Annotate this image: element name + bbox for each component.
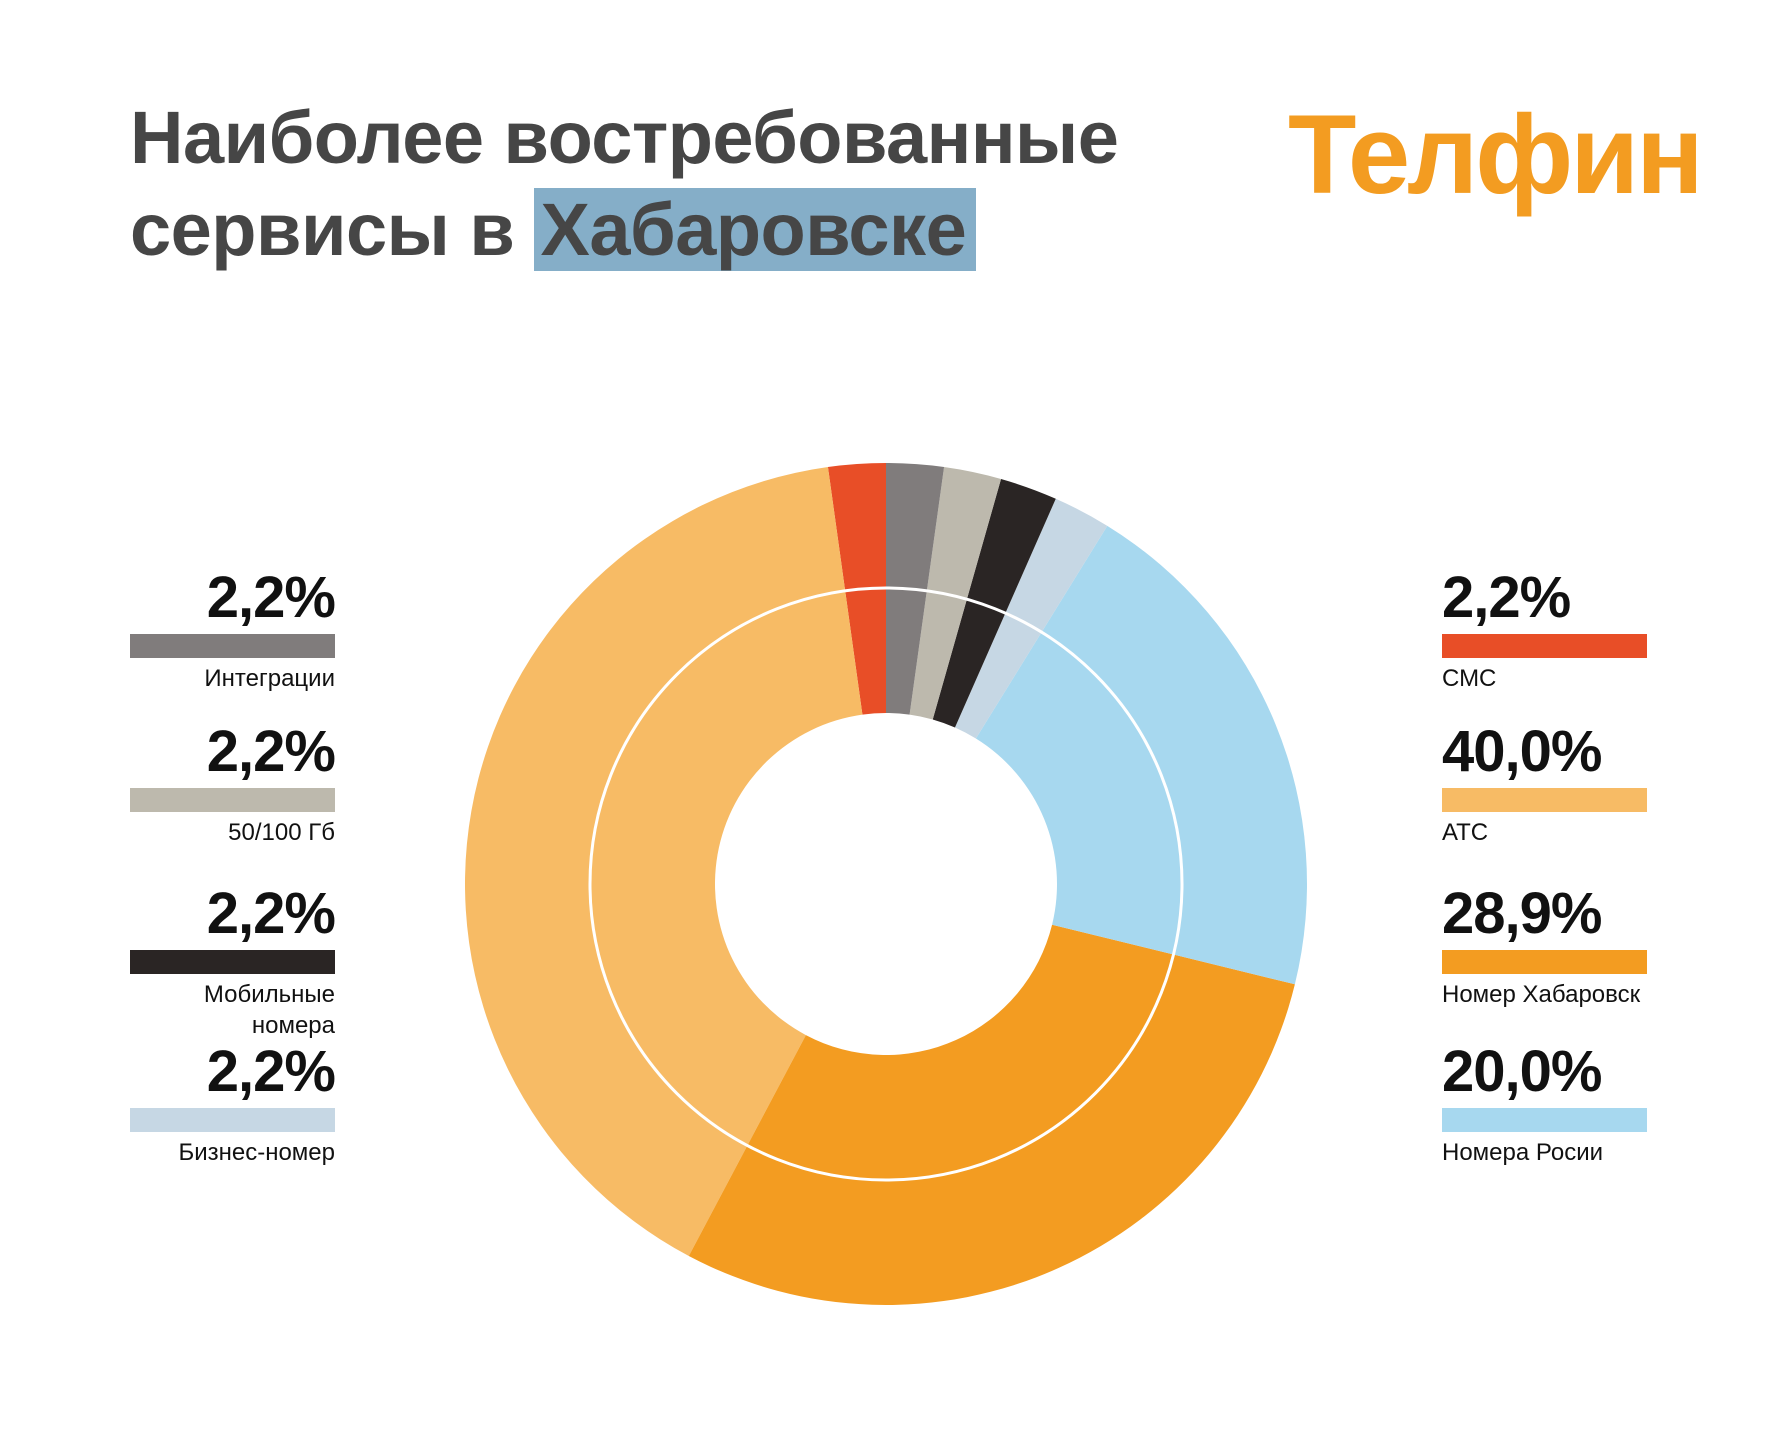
legend-value-sms: 2,2%	[1442, 565, 1571, 630]
legend-item-russia-numbers: 20,0% Номера Росии	[1442, 1042, 1647, 1168]
legend-value-storage: 2,2%	[206, 719, 336, 784]
legend-value-business-number: 2,2%	[206, 1039, 336, 1104]
legend-label-pbx: АТС	[1442, 819, 1489, 846]
legend-swatch-sms	[1442, 634, 1647, 658]
slice-4	[954, 498, 1108, 739]
legend-item-pbx: 40,0% АТС	[1442, 722, 1647, 848]
slice-6	[909, 467, 1002, 720]
legend-value-khabarovsk-number: 28,9%	[1442, 881, 1602, 946]
legend-label-integrations: Интеграции	[204, 665, 335, 692]
legend-item-business-number: 2,2% Бизнес-номер	[130, 1039, 336, 1168]
legend-swatch-mobile-numbers	[130, 950, 335, 974]
slice-5	[932, 479, 1056, 728]
legend-swatch-integrations	[130, 634, 335, 658]
legend-value-pbx: 40,0%	[1442, 719, 1602, 784]
legend-swatch-khabarovsk-number	[1442, 950, 1647, 974]
slice-1	[465, 467, 863, 1256]
title-highlight-city: Хабаровске	[534, 188, 977, 271]
legend-label-russia-numbers: Номера Росии	[1442, 1139, 1604, 1166]
title-line-2: сервисы в Хабаровске	[130, 184, 1118, 276]
legend-item-integrations: 2,2% Интеграции	[130, 565, 336, 694]
legend-value-mobile-numbers: 2,2%	[206, 881, 336, 946]
slice-3	[975, 525, 1307, 985]
legend-item-khabarovsk-number: 28,9% Номер Хабаровск	[1442, 884, 1647, 1010]
legend-label-khabarovsk-number: Номер Хабаровск	[1442, 981, 1641, 1008]
legend-label-storage: 50/100 Гб	[228, 819, 335, 846]
legend-label-sms: СМС	[1442, 665, 1497, 692]
legend-value-integrations: 2,2%	[206, 565, 336, 630]
brand-logo: Телфин	[1288, 92, 1704, 217]
legend-label-business-number: Бизнес-номер	[178, 1139, 335, 1166]
legend-item-sms: 2,2% СМС	[1442, 568, 1647, 694]
guide-ring	[588, 586, 1184, 1182]
legend-swatch-storage	[130, 788, 335, 812]
slice-2	[688, 924, 1295, 1305]
legend-value-russia-numbers: 20,0%	[1442, 1039, 1602, 1104]
legend-item-storage: 2,2% 50/100 Гб	[130, 719, 336, 848]
legend-item-mobile-numbers: 2,2% Мобильные номера	[130, 881, 336, 1041]
page-title: Наиболее востребованные сервисы в Хабаро…	[130, 92, 1119, 276]
title-line-1: Наиболее востребованные	[130, 96, 1119, 179]
title-line-2-prefix: сервисы в	[130, 188, 515, 271]
legend-swatch-russia-numbers	[1442, 1108, 1647, 1132]
legend-swatch-business-number	[130, 1108, 335, 1132]
legend-label-mobile-numbers: Мобильные номера	[203, 981, 335, 1039]
legend-swatch-pbx	[1442, 788, 1647, 812]
